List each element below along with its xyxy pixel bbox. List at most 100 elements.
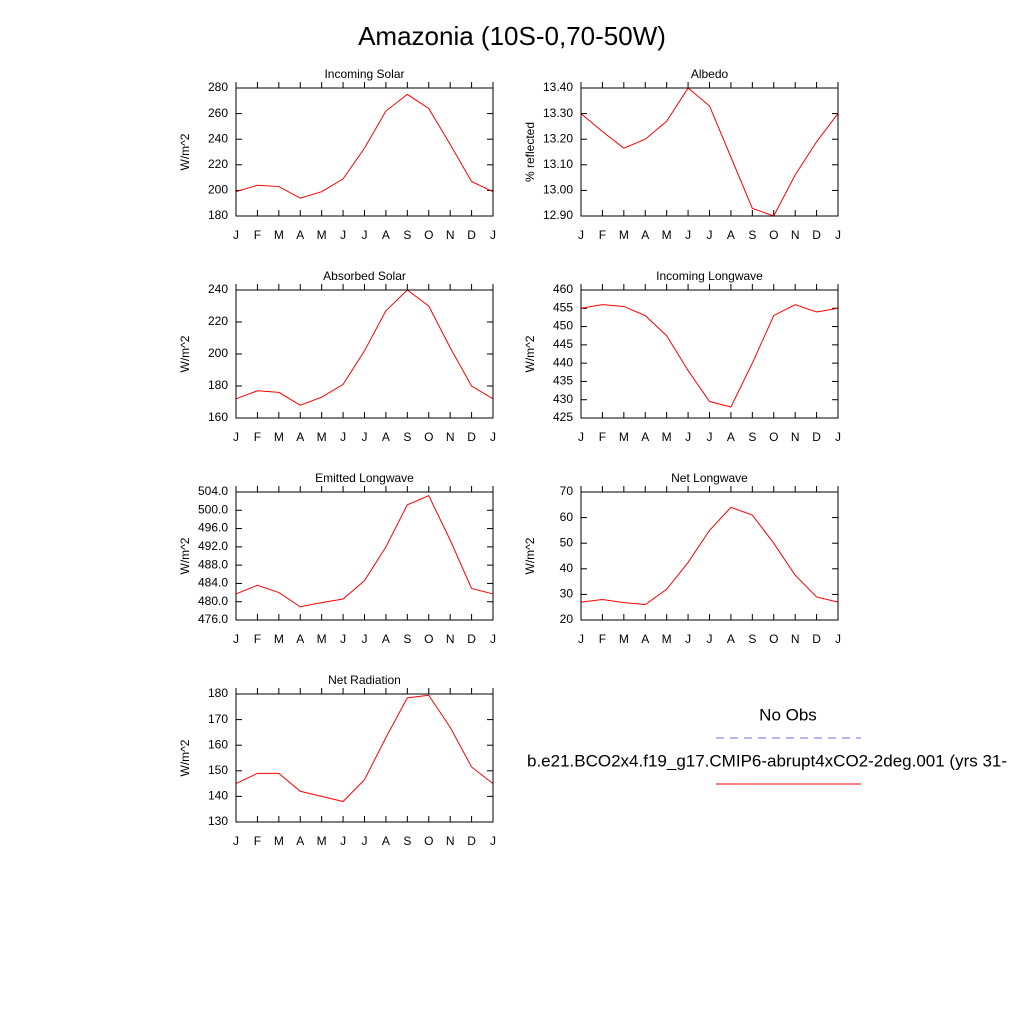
y-tick-label: 150	[208, 763, 228, 777]
x-tick-label: S	[748, 632, 756, 646]
x-tick-label: O	[769, 632, 778, 646]
x-tick-label: S	[403, 834, 411, 848]
data-line	[235, 289, 494, 406]
x-tick-label: J	[707, 228, 713, 242]
y-axis-label: W/m^2	[523, 335, 537, 372]
x-tick-label: J	[685, 632, 691, 646]
y-axis-label: W/m^2	[523, 537, 537, 574]
y-tick-label: 200	[208, 346, 228, 360]
x-tick-label: J	[233, 834, 239, 848]
data-line	[235, 93, 494, 199]
x-tick-label: J	[490, 430, 496, 444]
x-tick-label: D	[467, 228, 476, 242]
x-tick-label: N	[446, 430, 455, 444]
x-tick-label: M	[274, 834, 284, 848]
y-tick-label: 220	[208, 314, 228, 328]
y-tick-label: 425	[553, 410, 573, 424]
x-tick-label: F	[254, 834, 261, 848]
plot-frame	[580, 87, 839, 217]
x-tick-label: F	[599, 228, 606, 242]
x-tick-label: J	[233, 228, 239, 242]
x-tick-label: N	[446, 834, 455, 848]
y-tick-label: 170	[208, 712, 228, 726]
x-tick-label: J	[578, 430, 584, 444]
x-tick-label: J	[340, 834, 346, 848]
y-tick-label: 240	[208, 131, 228, 145]
x-tick-label: J	[835, 632, 841, 646]
x-tick-label: N	[446, 632, 455, 646]
x-tick-label: F	[599, 430, 606, 444]
x-tick-label: A	[727, 632, 735, 646]
x-tick-label: A	[641, 430, 649, 444]
y-tick-label: 180	[208, 686, 228, 700]
y-axis-label: % reflected	[523, 122, 537, 182]
x-tick-label: S	[748, 228, 756, 242]
x-tick-label: J	[362, 228, 368, 242]
y-tick-label: 480.0	[198, 594, 228, 608]
panel-title: Absorbed Solar	[323, 269, 406, 283]
x-tick-label: M	[317, 430, 327, 444]
x-tick-label: J	[362, 632, 368, 646]
plot-frame	[235, 87, 494, 217]
x-tick-label: D	[467, 632, 476, 646]
x-tick-label: M	[317, 632, 327, 646]
x-tick-label: A	[296, 834, 304, 848]
x-tick-label: M	[274, 430, 284, 444]
y-tick-label: 40	[560, 561, 574, 575]
data-line	[580, 304, 839, 408]
y-tick-label: 13.30	[543, 106, 573, 120]
x-tick-label: M	[662, 632, 672, 646]
x-tick-label: J	[707, 632, 713, 646]
y-tick-label: 70	[560, 484, 574, 498]
y-tick-label: 60	[560, 510, 574, 524]
x-tick-label: D	[812, 632, 821, 646]
y-axis-label: W/m^2	[178, 335, 192, 372]
x-tick-label: S	[748, 430, 756, 444]
plot-frame	[580, 289, 839, 419]
x-tick-label: S	[403, 430, 411, 444]
x-tick-label: D	[812, 430, 821, 444]
y-tick-label: 180	[208, 378, 228, 392]
x-tick-label: A	[296, 632, 304, 646]
y-tick-label: 160	[208, 737, 228, 751]
y-tick-label: 30	[560, 587, 574, 601]
x-tick-label: O	[769, 228, 778, 242]
y-tick-label: 460	[553, 282, 573, 296]
x-tick-label: M	[662, 430, 672, 444]
x-tick-label: J	[578, 228, 584, 242]
x-tick-label: J	[340, 228, 346, 242]
x-tick-label: N	[791, 632, 800, 646]
x-tick-label: M	[619, 228, 629, 242]
y-tick-label: 440	[553, 355, 573, 369]
x-tick-label: F	[254, 430, 261, 444]
x-tick-label: O	[424, 632, 433, 646]
y-axis-label: W/m^2	[178, 537, 192, 574]
y-tick-label: 50	[560, 535, 574, 549]
y-tick-label: 180	[208, 208, 228, 222]
y-tick-label: 20	[560, 612, 574, 626]
x-tick-label: A	[382, 228, 390, 242]
y-tick-label: 430	[553, 392, 573, 406]
y-tick-label: 12.90	[543, 208, 573, 222]
y-tick-label: 130	[208, 814, 228, 828]
plot-frame	[235, 289, 494, 419]
x-tick-label: N	[791, 228, 800, 242]
x-tick-label: A	[641, 632, 649, 646]
data-line	[235, 495, 494, 608]
y-tick-label: 450	[553, 319, 573, 333]
y-tick-label: 435	[553, 374, 573, 388]
x-tick-label: F	[254, 228, 261, 242]
y-tick-label: 492.0	[198, 539, 228, 553]
y-tick-label: 504.0	[198, 484, 228, 498]
y-tick-label: 260	[208, 106, 228, 120]
x-tick-label: F	[254, 632, 261, 646]
x-tick-label: A	[296, 228, 304, 242]
x-tick-label: M	[274, 228, 284, 242]
x-tick-label: O	[769, 430, 778, 444]
plot-frame	[580, 491, 839, 621]
x-tick-label: A	[641, 228, 649, 242]
x-tick-label: J	[233, 632, 239, 646]
y-tick-label: 476.0	[198, 612, 228, 626]
